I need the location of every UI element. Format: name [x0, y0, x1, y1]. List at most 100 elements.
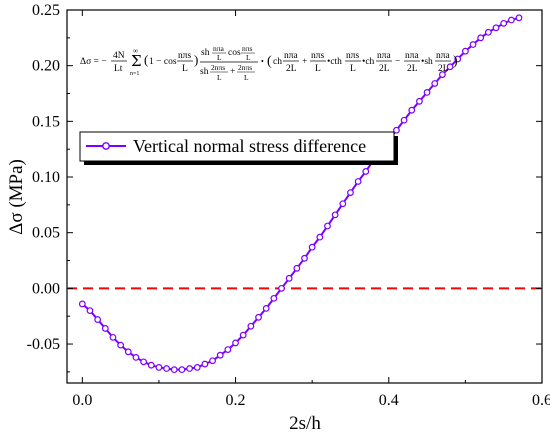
x-tick-label: 0.0: [72, 392, 92, 409]
data-point: [117, 341, 125, 349]
data-point: [408, 106, 416, 114]
formula-frac-den-arg1-num: 2nπs: [211, 63, 225, 72]
data-point: [446, 63, 454, 71]
formula-b-cth: •cth: [327, 57, 342, 67]
data-point: [500, 19, 508, 27]
data-point: [209, 357, 216, 365]
series-layer: [78, 14, 523, 374]
data-point: [170, 366, 178, 374]
data-point: [339, 200, 347, 208]
formula-frac-num-arg-den: L: [217, 53, 222, 62]
formula-coef-num: 4N: [113, 51, 125, 61]
x-tick-label: 0.4: [379, 392, 399, 409]
plot-frame: [66, 9, 543, 384]
formula-sum-sign: Σ: [131, 52, 142, 70]
formula-coef-den: Lt: [114, 64, 123, 74]
y-tick-label: 0.25: [32, 2, 60, 19]
formula-bracket-close: ): [453, 54, 458, 69]
data-point: [255, 313, 262, 321]
series-line: [81, 16, 520, 371]
y-tick-label: -0.05: [27, 336, 60, 353]
formula-b-arg3-num: nπs: [346, 51, 360, 61]
data-point: [515, 14, 523, 22]
data-point: [270, 294, 278, 302]
formula-bracket-ch: ch: [273, 57, 282, 67]
formula-b-arg6-num: nπa: [436, 51, 451, 61]
data-point: [239, 331, 247, 339]
data-point: [193, 364, 201, 371]
y-tick-label: 0.15: [32, 113, 60, 130]
legend-box: [79, 131, 395, 162]
formula-bullet: •: [261, 57, 264, 66]
formula-b-arg1-num: nπa: [284, 51, 299, 61]
data-point: [78, 300, 86, 308]
formula-b-plus: +: [302, 57, 307, 67]
data-point: [416, 97, 423, 105]
formula-factor1: 1 − cos: [149, 57, 177, 67]
data-point: [201, 360, 209, 368]
data-point: [484, 28, 492, 36]
formula-prefix: Δσ = −: [80, 57, 107, 67]
data-point: [278, 284, 285, 292]
y-tick-label: 0.00: [32, 280, 60, 297]
formula-b-arg4-den: 2L: [379, 64, 390, 74]
data-point: [124, 348, 132, 356]
data-point: [400, 116, 408, 124]
formula-arg1-num: nπs: [178, 51, 192, 61]
data-point: [301, 254, 308, 262]
formula-b-arg2-num: nπs: [311, 51, 325, 61]
data-point: [423, 88, 431, 96]
data-point: [461, 47, 469, 55]
formula-frac-num-cos: cos: [228, 48, 241, 58]
x-tick-label: 0.2: [226, 392, 246, 409]
formula-b-arg2-den: L: [315, 64, 321, 74]
data-point: [439, 71, 446, 78]
data-point: [132, 353, 140, 361]
formula-bracket-open: (: [267, 54, 272, 69]
data-point: [324, 222, 331, 230]
data-point: [354, 178, 362, 185]
data-point: [216, 351, 224, 359]
formula-b-ch: •ch: [362, 57, 375, 67]
y-tick-label: 0.10: [32, 169, 60, 186]
formula-b-arg1-den: 2L: [286, 64, 297, 74]
formula-paren-open: (: [144, 52, 148, 67]
formula-sum-top: ∞: [133, 47, 138, 55]
formula-frac-den-arg2-den: L: [244, 73, 249, 82]
y-tick-label: 0.20: [32, 58, 60, 75]
formula-frac-num-cos-arg-num: nπs: [242, 44, 253, 53]
formula-paren-close: ): [194, 52, 198, 67]
data-point: [101, 325, 109, 332]
axis-layer: 0.0 0.2 0.4 0.6 -0.05 0.00 0.05 0.10 0.15 0.20 0.2…: [27, 2, 550, 409]
formula-b-minus: −: [395, 57, 400, 67]
data-point: [469, 41, 477, 48]
data-point: [362, 168, 370, 175]
formula-frac-den-arg2-num: 2nπs: [238, 63, 252, 72]
legend-marker: [102, 142, 110, 150]
data-point: [232, 339, 239, 347]
data-point: [86, 307, 94, 315]
data-point: [308, 243, 316, 251]
formula-b-arg3-den: L: [350, 64, 356, 74]
formula-b-arg4-num: nπa: [377, 51, 392, 61]
data-point: [109, 333, 117, 341]
data-point: [477, 34, 485, 42]
data-point: [431, 80, 439, 87]
formula-arg1-den: L: [182, 64, 188, 74]
data-point: [224, 346, 232, 353]
data-point: [293, 264, 301, 272]
y-tick-label: 0.05: [32, 225, 60, 242]
formula-frac-den-sh: sh: [200, 67, 209, 77]
data-point: [155, 364, 163, 371]
x-tick-label: 0.6: [532, 392, 550, 409]
data-point: [262, 305, 270, 312]
formula-frac-num-cos-arg-den: L: [246, 53, 251, 62]
data-point: [331, 211, 339, 219]
x-axis-label: 2s/h: [289, 413, 321, 434]
legend: Vertical normal stress difference: [79, 131, 398, 165]
data-point: [285, 274, 293, 282]
data-point: [247, 322, 255, 330]
data-point: [186, 365, 193, 372]
formula-frac-num-sh: sh: [201, 48, 210, 58]
